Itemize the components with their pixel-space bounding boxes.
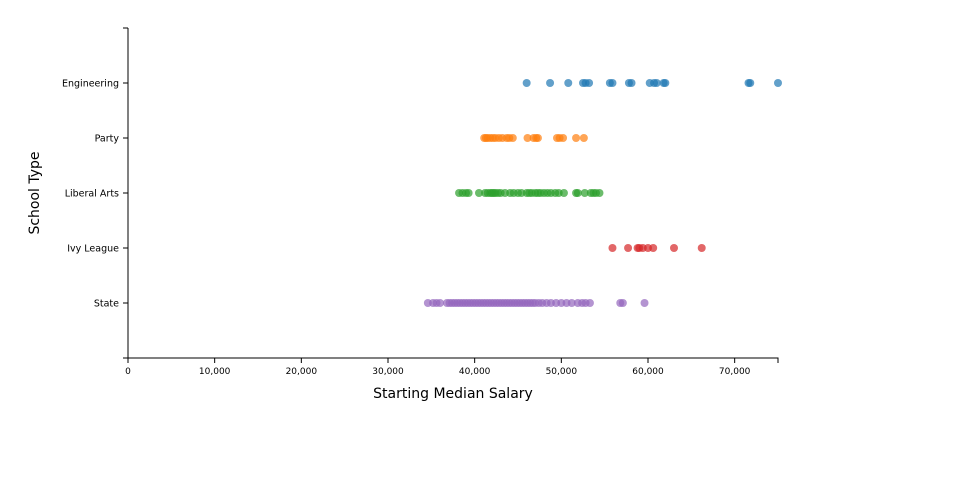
x-tick-label: 60,000 — [632, 367, 664, 377]
data-point — [436, 299, 444, 307]
data-point — [464, 189, 473, 197]
y-tick-label: Liberal Arts — [65, 189, 119, 200]
x-tick-label: 20,000 — [286, 367, 318, 377]
data-point — [572, 134, 581, 142]
data-point — [579, 134, 588, 142]
y-tick-label: Party — [95, 134, 120, 145]
data-point — [649, 244, 658, 252]
data-point — [508, 134, 517, 142]
data-point — [559, 134, 568, 142]
data-point — [580, 189, 589, 197]
data-point — [697, 244, 706, 252]
data-point — [670, 244, 678, 252]
x-tick-label: 40,000 — [459, 367, 491, 377]
x-tick-label: 30,000 — [372, 367, 404, 377]
data-point — [533, 134, 542, 142]
x-tick-label: 70,000 — [719, 367, 751, 377]
data-point — [585, 299, 594, 307]
data-point — [559, 189, 568, 197]
data-point — [608, 244, 617, 252]
data-point — [608, 79, 617, 87]
data-point — [624, 244, 633, 252]
data-point — [475, 189, 483, 197]
data-point — [595, 189, 604, 197]
data-point — [585, 79, 594, 87]
data-point — [522, 79, 531, 87]
x-tick-label: 0 — [125, 367, 131, 377]
data-point — [746, 79, 755, 87]
y-tick-label: State — [94, 299, 119, 310]
x-tick-label: 10,000 — [199, 367, 231, 377]
data-point — [661, 79, 670, 87]
data-point — [564, 79, 573, 87]
y-tick-label: Ivy League — [67, 244, 119, 255]
data-point — [567, 299, 576, 307]
data-point — [573, 189, 582, 197]
data-point — [627, 79, 636, 87]
y-tick-label: Engineering — [62, 79, 119, 90]
data-point — [774, 79, 782, 87]
data-point — [523, 134, 532, 142]
x-tick-label: 50,000 — [546, 367, 578, 377]
data-point — [618, 299, 627, 307]
x-axis-line — [127, 357, 779, 363]
data-point — [546, 79, 555, 87]
data-point — [640, 299, 649, 307]
y-axis-label: School Type — [27, 151, 43, 234]
x-axis-label: Starting Median Salary — [373, 386, 533, 402]
data-point — [652, 79, 661, 87]
